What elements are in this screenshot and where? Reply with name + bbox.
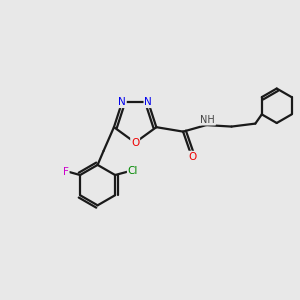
Text: O: O (188, 152, 196, 162)
Text: F: F (63, 167, 69, 177)
Text: N: N (118, 97, 126, 107)
Text: O: O (131, 138, 139, 148)
Text: N: N (144, 97, 152, 107)
Text: Cl: Cl (128, 167, 138, 176)
Text: NH: NH (200, 115, 215, 125)
